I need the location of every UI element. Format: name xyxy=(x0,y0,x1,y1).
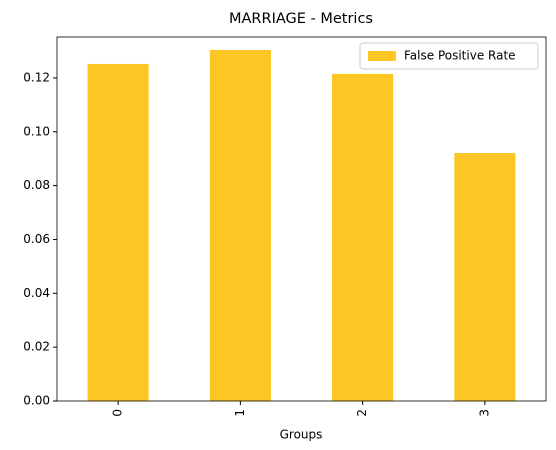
legend-swatch xyxy=(368,51,396,61)
bar xyxy=(87,63,149,402)
y-tick-label: 0.08 xyxy=(23,178,50,192)
y-tick-label: 0.12 xyxy=(23,70,50,84)
chart-title: MARRIAGE - Metrics xyxy=(229,11,373,27)
bar xyxy=(209,49,271,402)
legend-label: False Positive Rate xyxy=(404,49,516,63)
y-tick-label: 0.00 xyxy=(23,394,50,408)
x-tick-label: 3 xyxy=(477,409,491,417)
x-axis-label: Groups xyxy=(280,428,323,442)
legend-box xyxy=(359,42,539,70)
y-tick-label: 0.04 xyxy=(23,286,50,300)
y-tick-label: 0.02 xyxy=(23,340,50,354)
bar xyxy=(454,153,516,401)
bar xyxy=(332,73,394,401)
plot-frame xyxy=(56,36,547,402)
x-tick-label: 1 xyxy=(233,409,247,417)
x-tick-label: 0 xyxy=(111,409,125,417)
x-tick-label: 2 xyxy=(355,409,369,417)
y-tick-label: 0.10 xyxy=(23,124,50,138)
y-tick-label: 0.06 xyxy=(23,232,50,246)
